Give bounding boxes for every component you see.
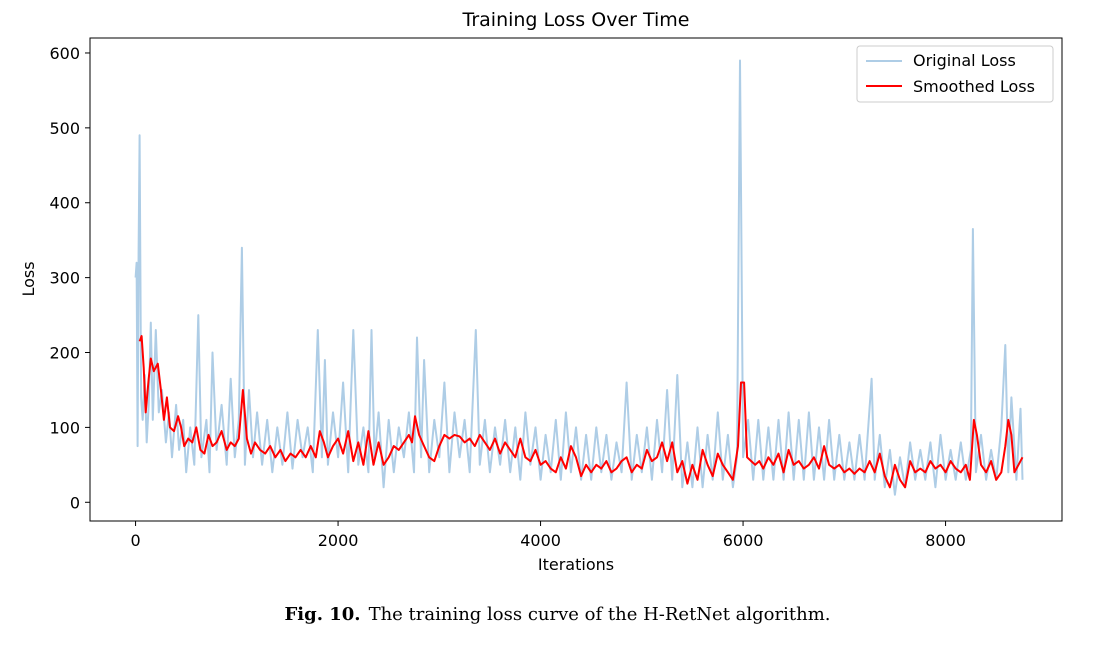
x-axis-label: Iterations xyxy=(538,555,614,574)
y-tick-label: 400 xyxy=(49,194,80,213)
legend-box xyxy=(856,45,1054,103)
figure-number: Fig. 10. xyxy=(284,604,361,625)
y-tick-label: 600 xyxy=(49,44,80,63)
y-tick-label: 0 xyxy=(70,493,80,512)
x-tick-label: 8000 xyxy=(925,531,966,550)
y-axis: 0 100 200 300 400 500 600 xyxy=(49,44,90,512)
x-axis: 0 2000 4000 6000 8000 xyxy=(130,521,966,550)
plot-frame xyxy=(89,37,1063,522)
legend: Original Loss Smoothed Loss xyxy=(856,45,1054,103)
series-line-original-loss xyxy=(134,59,1024,496)
legend-label-smoothed-loss: Smoothed Loss xyxy=(913,77,1035,96)
y-axis-label: Loss xyxy=(19,261,38,296)
x-tick-label: 0 xyxy=(130,531,140,550)
legend-label-original-loss: Original Loss xyxy=(913,51,1016,70)
loss-chart: Training Loss Over Time 0 2000 4000 6000 800… xyxy=(19,9,1063,574)
y-tick-label: 300 xyxy=(49,269,80,288)
caption-text: The training loss curve of the H-RetNet … xyxy=(368,604,831,625)
plot-area xyxy=(134,59,1024,496)
y-tick-label: 100 xyxy=(49,418,80,437)
y-tick-label: 200 xyxy=(49,344,80,363)
y-tick-label: 500 xyxy=(49,119,80,138)
figure-caption: Fig. 10. The training loss curve of the H… xyxy=(0,604,1115,625)
x-tick-label: 4000 xyxy=(520,531,561,550)
chart-title: Training Loss Over Time xyxy=(462,9,690,31)
x-tick-label: 6000 xyxy=(723,531,764,550)
series-line-smoothed-loss xyxy=(138,335,1024,489)
x-tick-label: 2000 xyxy=(318,531,359,550)
